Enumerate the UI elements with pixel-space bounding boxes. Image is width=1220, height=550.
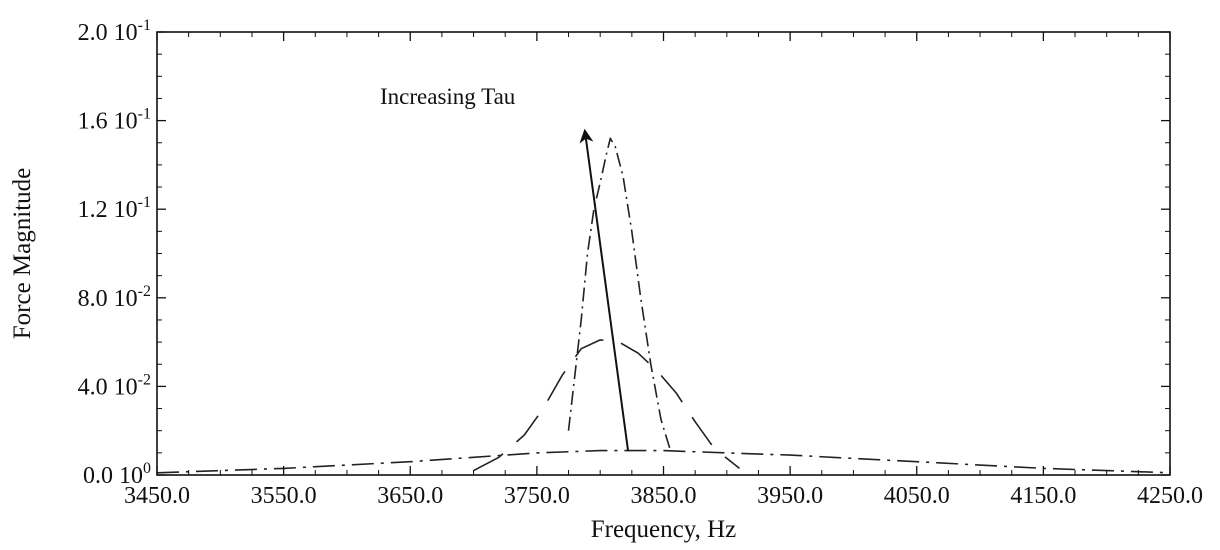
y-tick-label: 4.0 10-2 [78,371,151,400]
y-tick-mantissa: 0.0 10 [83,463,143,489]
annotation-layer: Increasing Tau [380,84,630,451]
y-tick-mantissa: 1.6 10 [78,109,138,135]
y-tick-exponent: -1 [138,17,151,34]
annotation-label: Increasing Tau [380,84,516,109]
series-line-2 [473,339,740,472]
y-tick-mantissa: 1.2 10 [78,197,138,223]
x-tick-label: 3550.0 [251,483,317,509]
x-tick-label: 4150.0 [1010,483,1076,509]
plot-frame [156,31,1171,476]
tick-layer: 3450.0 3550.0 3650.0 3750.0 3850.0 3950.0 4050… [78,17,1203,509]
x-tick-label: 3950.0 [757,483,823,509]
y-tick-exponent: -1 [138,194,151,211]
annotation-arrow [579,128,630,451]
y-tick-label: 8.0 10-2 [78,283,151,312]
x-tick-label: 3750.0 [504,483,570,509]
x-axis-title: Frequency, Hz [591,516,737,543]
y-tick-label: 1.6 10-1 [78,106,151,135]
y-axis-title: Force Magnitude [9,168,36,339]
series-line-3 [156,449,1171,474]
y-tick-exponent: -2 [138,283,151,300]
y-tick-mantissa: 4.0 10 [78,374,138,400]
x-tick-label: 4250.0 [1137,483,1203,509]
y-tick-label: 0.0 100 [83,460,151,489]
y-tick-label: 2.0 10-1 [78,17,151,46]
y-tick-exponent: -2 [138,371,151,388]
series-layer [156,137,1171,474]
y-tick-exponent: 0 [143,460,151,477]
y-tick-label: 1.2 10-1 [78,194,151,223]
y-tick-exponent: -1 [138,106,151,123]
x-tick-label: 4050.0 [884,483,950,509]
series-line-1 [567,137,671,449]
x-tick-label: 3850.0 [631,483,697,509]
x-tick-label: 3650.0 [377,483,443,509]
x-tick-label: 3450.0 [124,483,190,509]
y-tick-mantissa: 2.0 10 [78,20,138,46]
y-tick-mantissa: 8.0 10 [78,286,138,312]
